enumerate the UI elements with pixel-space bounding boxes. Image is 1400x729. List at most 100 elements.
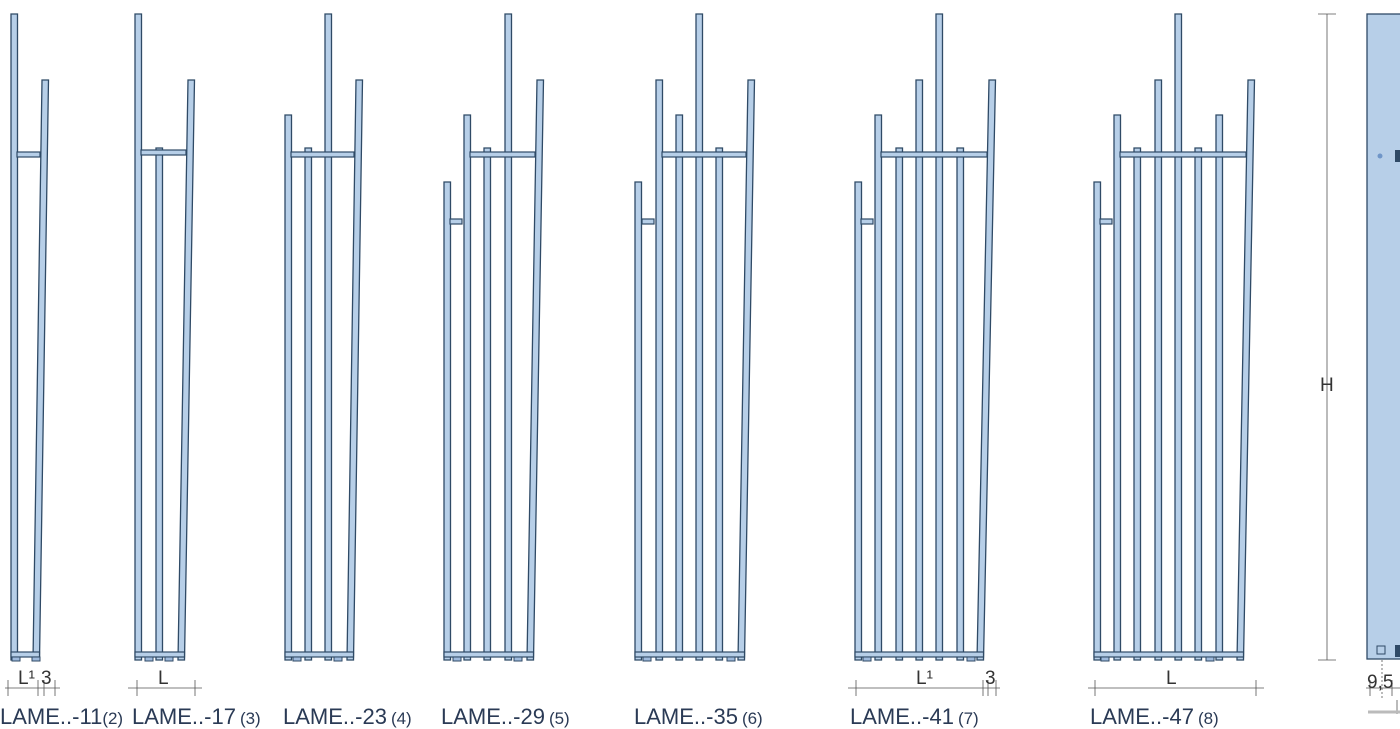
radiator-model-3	[284, 13, 364, 662]
radiator-tube	[134, 13, 143, 661]
valve-foot	[164, 656, 174, 662]
radiator-tube	[854, 181, 863, 661]
radiator-tube	[1194, 147, 1203, 661]
dim-l1-label: L¹	[18, 668, 35, 689]
valve-foot	[144, 656, 154, 662]
valve-foot	[292, 656, 302, 662]
radiator-tube	[935, 13, 944, 661]
valve-foot	[11, 656, 21, 662]
model-label: LAME..-29 (5)	[441, 704, 570, 729]
cross-bar	[469, 151, 536, 158]
dim-gap-label: 3	[985, 668, 996, 689]
valve-foot	[513, 656, 523, 662]
radiator-tube	[155, 147, 164, 661]
radiator-tube	[324, 13, 333, 661]
model-label: LAME..-11(2)	[0, 704, 123, 729]
radiator-tube	[304, 147, 313, 661]
model-tube-count: (3)	[240, 709, 261, 728]
model-code: LAME..-29	[441, 704, 545, 729]
radiator-tube	[895, 147, 904, 661]
dimension-lines	[5, 13, 1400, 714]
model-code: LAME..-11	[0, 704, 102, 729]
dim-l-label: L	[1166, 668, 1177, 689]
radiator-tube	[874, 114, 883, 661]
radiator-tube	[695, 13, 704, 661]
radiator-drawings	[10, 13, 1256, 662]
radiator-tube	[526, 79, 545, 661]
cross-bar	[16, 151, 41, 158]
valve-foot	[452, 656, 462, 662]
valve-foot	[1100, 656, 1110, 662]
cross-bar	[1099, 218, 1113, 225]
cross-bar	[140, 149, 187, 156]
radiator-tube	[1174, 13, 1183, 661]
valve-foot	[333, 656, 343, 662]
bottom-collector	[1093, 651, 1245, 658]
radiator-tube	[177, 79, 196, 661]
radiator-model-7	[1093, 13, 1256, 662]
cross-bar	[449, 218, 463, 225]
cross-bar	[880, 151, 988, 158]
bottom-collector	[634, 651, 746, 658]
valve-foot	[862, 656, 872, 662]
valve-foot	[966, 656, 976, 662]
bottom-collector	[10, 651, 41, 658]
dim-h-label: H	[1320, 375, 1334, 396]
radiator-model-1	[10, 13, 50, 662]
model-tube-count: (6)	[742, 709, 763, 728]
radiator-tube	[443, 181, 452, 661]
dim-gap-label: 3	[41, 668, 52, 689]
model-code: LAME..-17	[132, 704, 236, 729]
radiator-tube	[346, 79, 364, 661]
valve-foot	[642, 656, 652, 662]
model-code: LAME..-35	[634, 704, 738, 729]
model-tube-count: (7)	[958, 709, 979, 728]
radiator-tube	[1215, 114, 1224, 661]
model-tube-count: (2)	[102, 709, 123, 728]
valve-foot	[726, 656, 736, 662]
radiator-tube	[956, 147, 965, 661]
model-tube-count: (8)	[1198, 709, 1219, 728]
model-labels: LAME..-11(2) LAME..-17 (3) LAME..-23 (4) LAME…	[0, 704, 1219, 729]
model-label: LAME..-35 (6)	[634, 704, 763, 729]
radiator-tube	[655, 79, 664, 661]
cross-bar	[661, 151, 747, 158]
bottom-collector	[134, 651, 186, 658]
radiator-tube	[737, 79, 756, 661]
radiator-model-4	[443, 13, 545, 662]
model-tube-count: (4)	[391, 709, 412, 728]
radiator-tube	[1093, 181, 1102, 661]
radiator-tube	[1236, 79, 1256, 661]
radiator-tube	[1154, 79, 1163, 661]
radiator-tube	[463, 114, 472, 661]
bottom-collector	[284, 651, 355, 658]
model-label: LAME..-23 (4)	[283, 704, 412, 729]
model-label: LAME..-47 (8)	[1090, 704, 1219, 729]
model-code: LAME..-41	[850, 704, 954, 729]
cross-bar	[290, 151, 355, 158]
model-tube-count: (5)	[549, 709, 570, 728]
radiator-tube	[32, 79, 50, 661]
radiator-tube	[1113, 114, 1122, 661]
radiator-tube	[915, 79, 924, 661]
valve-foot	[31, 656, 41, 662]
valve-foot	[1205, 656, 1215, 662]
radiator-model-2	[134, 13, 196, 662]
radiator-tube	[504, 13, 513, 661]
bottom-collector	[854, 651, 985, 658]
radiator-model-6	[854, 13, 997, 662]
radiator-tube	[284, 114, 293, 661]
dim-l1-label: L¹	[916, 668, 933, 689]
radiator-tube	[976, 79, 997, 661]
dim-depth-label: 9,5	[1367, 672, 1393, 693]
radiator-model-5	[634, 13, 756, 662]
side-view	[1366, 13, 1400, 660]
radiator-tube	[1133, 147, 1142, 661]
radiator-tube	[715, 147, 724, 661]
radiator-tube	[483, 147, 492, 661]
radiator-tube	[10, 13, 19, 661]
model-label: LAME..-41 (7)	[850, 704, 979, 729]
model-code: LAME..-47	[1090, 704, 1194, 729]
cross-bar	[860, 218, 874, 225]
